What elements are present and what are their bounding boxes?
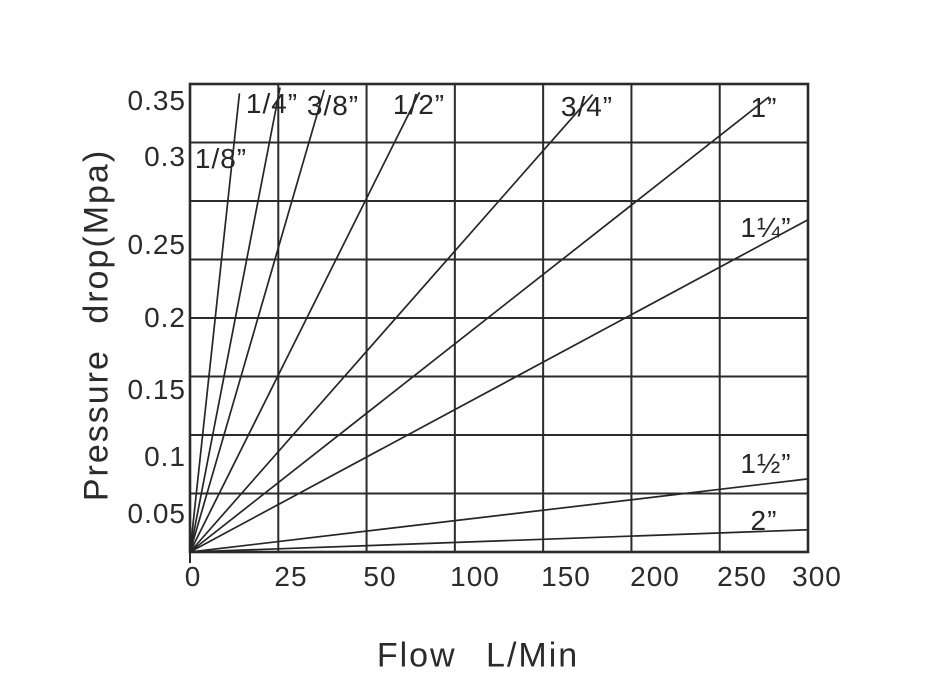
y-tick-label-0.15: 0.15	[127, 374, 186, 405]
series-line-1	[189, 87, 281, 553]
y-tick-label-0.05: 0.05	[127, 498, 186, 529]
y-tick-label-0.3: 0.3	[144, 141, 186, 172]
series-label-3: 1/2”	[392, 89, 446, 120]
series-label-8: 2”	[750, 505, 778, 536]
series-line-3	[189, 91, 421, 553]
series-line-2	[189, 89, 326, 553]
x-tick-label-200: 200	[630, 561, 680, 592]
series-label-5: 1”	[750, 92, 778, 123]
x-tick-label-0: 0	[184, 561, 202, 592]
y-tick-label-0.1: 0.1	[144, 441, 186, 472]
x-axis-title: Flow L/Min	[376, 636, 580, 675]
y-tick-label-0.35: 0.35	[127, 85, 186, 116]
x-tick-label-50: 50	[363, 561, 397, 592]
series-line-6	[189, 218, 809, 553]
series-line-5	[189, 96, 770, 553]
y-axis-title: Pressure drop(Mpa)	[77, 148, 116, 502]
series-label-4: 3/4”	[560, 91, 614, 122]
series-label-7: 1½”	[740, 448, 792, 479]
series-line-0	[189, 93, 241, 553]
series-line-4	[189, 93, 594, 553]
x-tick-label-25: 25	[274, 561, 308, 592]
series-label-2: 3/8”	[306, 90, 360, 121]
x-tick-label-100: 100	[450, 561, 500, 592]
series-line-8	[189, 528, 809, 553]
series-label-1: 1/4”	[245, 88, 299, 119]
x-tick-label-150: 150	[541, 561, 591, 592]
y-tick-label-0.2: 0.2	[144, 302, 186, 333]
plot-border	[188, 82, 810, 554]
series-label-0: 1/8”	[194, 143, 248, 174]
series-line-7	[189, 478, 809, 553]
x-tick-label-300: 300	[792, 561, 842, 592]
x-tick-label-250: 250	[717, 561, 767, 592]
y-tick-label-0.25: 0.25	[127, 229, 186, 260]
series-label-6: 1¼”	[740, 212, 792, 243]
